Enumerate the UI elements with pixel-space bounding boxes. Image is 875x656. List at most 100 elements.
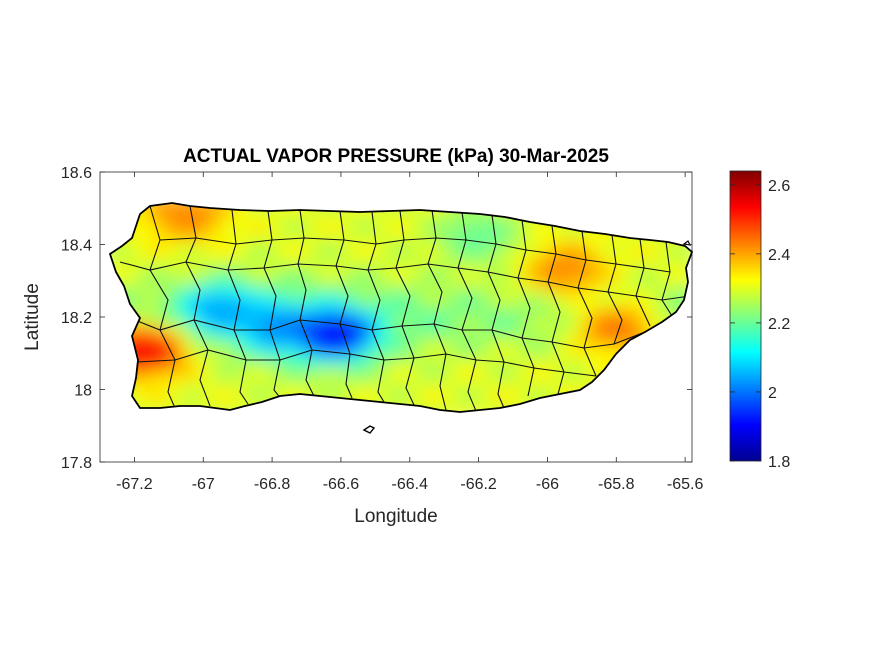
field-cell [528,220,537,229]
field-cell [600,340,609,349]
field-cell [280,268,289,277]
field-cell [272,324,281,333]
field-cell [616,300,625,309]
field-cell [640,308,649,317]
field-cell [376,252,385,261]
field-cell [568,300,577,309]
field-cell [232,292,241,301]
field-cell [208,380,217,389]
field-cell [304,284,313,293]
field-cell [368,220,377,229]
field-cell [328,268,337,277]
field-cell [200,316,209,325]
field-cell [544,348,553,357]
field-cell [288,348,297,357]
field-cell [408,260,417,269]
field-cell [248,292,257,301]
field-cell [536,316,545,325]
field-cell [200,284,209,293]
field-cell [392,324,401,333]
field-cell [472,396,481,405]
field-cell [432,228,441,237]
field-cell [648,308,657,317]
field-cell [176,276,185,285]
field-cell [352,276,361,285]
field-cell [672,292,681,301]
field-cell [520,260,529,269]
field-cell [152,364,161,373]
field-cell [152,220,161,229]
field-cell [216,372,225,381]
field-cell [224,236,233,245]
field-cell [416,268,425,277]
field-cell [464,268,473,277]
field-cell [224,308,233,317]
field-cell [256,268,265,277]
field-cell [408,372,417,381]
field-cell [568,308,577,317]
field-cell [632,244,641,253]
field-cell [512,300,521,309]
field-cell [288,364,297,373]
field-cell [144,340,153,349]
field-cell [344,260,353,269]
field-cell [344,284,353,293]
field-cell [568,236,577,245]
field-cell [176,252,185,261]
field-cell [296,292,305,301]
field-cell [592,356,601,365]
field-cell [176,332,185,341]
field-cell [584,364,593,373]
field-cell [568,372,577,381]
field-cell [352,236,361,245]
field-cell [480,372,489,381]
field-cell [616,316,625,325]
field-cell [536,356,545,365]
field-cell [304,388,313,397]
field-cell [304,244,313,253]
field-cell [368,260,377,269]
field-cell [208,212,217,221]
field-cell [320,228,329,237]
colorbar-tick-label: 2.4 [768,247,790,264]
field-cell [472,276,481,285]
field-cell [344,228,353,237]
field-cell [144,308,153,317]
field-cell [432,212,441,221]
field-cell [424,300,433,309]
field-cell [352,300,361,309]
field-cell [424,252,433,261]
colorbar-tick-label: 2.2 [768,316,790,333]
field-cell [192,396,201,405]
field-cell [224,364,233,373]
field-cell [320,324,329,333]
field-cell [288,228,297,237]
field-cell [304,308,313,317]
field-cell [448,388,457,397]
field-cell [440,284,449,293]
field-cell [584,252,593,261]
field-cell [392,212,401,221]
field-cell [232,300,241,309]
field-cell [176,380,185,389]
field-cell [144,260,153,269]
field-cell [184,260,193,269]
field-cell [272,276,281,285]
field-cell [384,260,393,269]
field-cell [576,372,585,381]
field-cell [304,324,313,333]
field-cell [144,276,153,285]
field-cell [400,252,409,261]
field-cell [440,364,449,373]
field-cell [416,300,425,309]
field-cell [456,212,465,221]
field-cell [248,252,257,261]
field-cell [544,268,553,277]
field-cell [464,404,473,412]
field-cell [472,316,481,325]
field-cell [472,212,481,221]
field-cell [352,308,361,317]
field-cell [312,268,321,277]
field-cell [224,228,233,237]
field-cell [616,236,625,245]
